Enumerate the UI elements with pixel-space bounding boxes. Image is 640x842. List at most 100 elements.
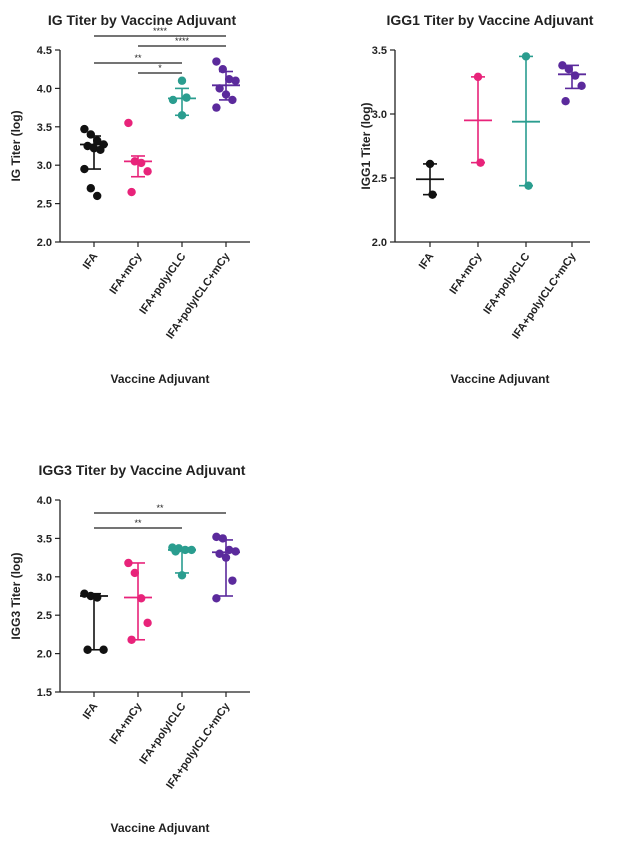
igg3-titer-chart: IGG3 Titer by Vaccine Adjuvant Vaccine A… (9, 462, 250, 835)
data-point (124, 558, 133, 568)
data-point (137, 158, 146, 168)
data-point (476, 158, 485, 167)
data-point (177, 571, 187, 580)
x-tick-label: IFA (81, 251, 101, 272)
data-point (86, 130, 96, 139)
x-tick-label: IFA+polyICLC (137, 251, 188, 317)
data-point (577, 81, 586, 91)
data-point (168, 95, 178, 105)
x-tick-label: IFA (81, 701, 101, 722)
data-point (143, 618, 152, 628)
significance-label: * (158, 63, 162, 73)
data-point (215, 549, 224, 558)
y-axis-label: IG Titer (log) (9, 110, 23, 181)
significance-label: ** (134, 53, 142, 63)
data-point (212, 532, 221, 542)
data-point (571, 71, 580, 80)
igg1-titer-chart: IGG1 Titer by Vaccine Adjuvant Vaccine A… (359, 12, 594, 386)
chart-title: IGG3 Titer by Vaccine Adjuvant (39, 462, 246, 478)
y-tick-label: 2.0 (37, 237, 52, 249)
y-tick-label: 2.5 (37, 610, 52, 622)
y-tick-label: 2.5 (37, 199, 52, 211)
data-point (428, 190, 437, 199)
data-point (177, 76, 187, 85)
data-point (86, 591, 96, 601)
y-tick-label: 4.0 (37, 495, 52, 507)
data-point (225, 74, 234, 84)
data-point (137, 594, 146, 603)
data-point (171, 547, 180, 556)
y-tick-label: 3.0 (37, 160, 52, 172)
x-tick-label: IFA+polyICLC (137, 701, 188, 767)
y-tick-label: 2.0 (372, 237, 387, 249)
data-point (212, 594, 221, 603)
data-point (130, 157, 139, 166)
x-axis-label: Vaccine Adjuvant (451, 372, 550, 386)
data-point (96, 145, 105, 155)
data-point (521, 52, 531, 61)
data-point (228, 95, 237, 105)
chart-title: IGG1 Titer by Vaccine Adjuvant (387, 12, 594, 28)
data-point (215, 84, 224, 93)
data-point (561, 97, 570, 106)
x-tick-label: IFA+mCy (107, 700, 145, 746)
data-point (80, 164, 89, 174)
data-point (473, 72, 483, 82)
data-point (225, 545, 234, 555)
data-point (83, 645, 92, 654)
data-point (231, 547, 240, 556)
significance-label: **** (153, 26, 168, 36)
data-point (99, 645, 108, 654)
data-point (564, 65, 573, 74)
data-point (231, 76, 240, 85)
y-axis-label: IGG3 Titer (log) (9, 552, 23, 639)
y-axis-label: IGG1 Titer (log) (359, 102, 373, 189)
data-point (93, 593, 102, 602)
data-point (558, 61, 567, 70)
chart-title: IG Titer by Vaccine Adjuvant (48, 12, 237, 28)
x-tick-label: IFA+polyICLC (481, 251, 532, 317)
significance-label: **** (175, 36, 190, 46)
y-tick-label: 3.0 (37, 572, 52, 584)
x-tick-label: IFA+mCy (107, 250, 145, 296)
y-tick-label: 2.5 (372, 173, 387, 185)
y-tick-label: 4.5 (37, 45, 52, 57)
significance-label: ** (134, 518, 142, 528)
data-point (93, 191, 102, 201)
y-tick-label: 1.5 (37, 687, 52, 699)
data-point (127, 187, 136, 197)
x-axis-label: Vaccine Adjuvant (111, 821, 210, 835)
data-point (80, 124, 89, 134)
data-point (80, 589, 89, 598)
data-point (143, 167, 152, 176)
data-point (181, 545, 190, 555)
data-point (212, 57, 221, 66)
data-point (127, 635, 136, 644)
significance-label: ** (156, 503, 164, 513)
data-point (218, 65, 227, 74)
data-point (228, 576, 237, 585)
y-tick-label: 3.5 (37, 533, 52, 545)
data-point (93, 136, 102, 145)
y-tick-label: 2.0 (37, 649, 52, 661)
y-tick-label: 4.0 (37, 83, 52, 95)
data-point (221, 553, 231, 562)
data-point (86, 184, 96, 193)
y-tick-label: 3.0 (372, 109, 387, 121)
data-point (124, 118, 133, 128)
x-tick-label: IFA+mCy (447, 250, 485, 296)
data-point (524, 181, 533, 190)
data-point (187, 545, 196, 555)
data-point (221, 90, 231, 99)
data-point (182, 93, 191, 102)
x-tick-label: IFA (417, 251, 437, 272)
data-point (130, 568, 139, 578)
data-point (177, 111, 187, 120)
ig-titer-chart: IG Titer by Vaccine Adjuvant Vaccine Adj… (9, 12, 250, 386)
y-tick-label: 3.5 (37, 122, 52, 134)
data-point (425, 159, 435, 169)
data-point (83, 141, 92, 151)
data-point (89, 144, 99, 153)
data-point (218, 534, 227, 543)
